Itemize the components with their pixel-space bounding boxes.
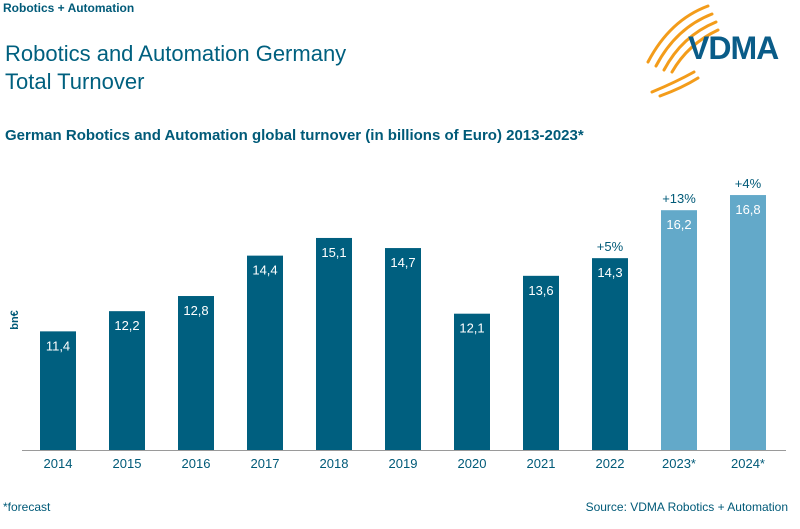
x-tick-label-2018: 2018 <box>320 456 349 471</box>
y-axis-label: bn€ <box>9 310 21 330</box>
growth-label-2023*: +13% <box>662 191 696 206</box>
x-tick-label-2021: 2021 <box>527 456 556 471</box>
value-label-2017: 14,4 <box>252 263 277 278</box>
logo-arcs-icon <box>646 4 720 98</box>
x-tick-label-2019: 2019 <box>389 456 418 471</box>
bar-2023* <box>661 210 697 450</box>
bar-2019 <box>385 248 421 450</box>
value-label-2015: 12,2 <box>114 318 139 333</box>
vdma-logo <box>646 4 720 98</box>
title-line-2: Total Turnover <box>5 69 145 94</box>
growth-label-2022: +5% <box>597 239 624 254</box>
source-note: Source: VDMA Robotics + Automation <box>585 500 788 514</box>
value-label-2020: 12,1 <box>459 321 484 336</box>
title-line-1: Robotics and Automation Germany <box>5 41 347 66</box>
bar-2020 <box>454 313 490 450</box>
bar-2024* <box>730 195 766 450</box>
chart-heading: German Robotics and Automation global tu… <box>5 127 584 144</box>
bar-2021 <box>523 275 559 450</box>
page-title: Robotics and Automation Germany Total Tu… <box>5 40 346 96</box>
logo-text: VDMA <box>688 30 779 66</box>
value-label-2019: 14,7 <box>390 255 415 270</box>
bars-group <box>40 195 766 450</box>
turnover-bar-chart: 11,4 2014 12,2 2015 12,8 2016 14,4 2017 15,1 2018… <box>9 176 786 471</box>
bar-2016 <box>178 296 214 450</box>
x-tick-label-2024*: 2024* <box>731 456 765 471</box>
bar-2022 <box>592 258 628 450</box>
growth-label-2024*: +4% <box>735 176 762 191</box>
x-tick-label-2022: 2022 <box>596 456 625 471</box>
bar-2015 <box>109 311 145 450</box>
x-tick-label-2023*: 2023* <box>662 456 696 471</box>
value-label-2016: 12,8 <box>183 303 208 318</box>
value-label-2021: 13,6 <box>528 283 553 298</box>
bar-2018 <box>316 237 352 450</box>
bar-2017 <box>247 255 283 450</box>
x-tick-label-2020: 2020 <box>458 456 487 471</box>
value-label-2014: 11,4 <box>46 338 70 353</box>
value-label-2022: 14,3 <box>597 265 622 280</box>
x-tick-label-2014: 2014 <box>44 456 73 471</box>
value-label-2023*: 16,2 <box>666 217 691 232</box>
labels-group: 11,4 2014 12,2 2015 12,8 2016 14,4 2017 15,1 2018… <box>44 176 765 471</box>
footnote: *forecast <box>3 500 51 514</box>
header-tag: Robotics + Automation <box>3 1 135 15</box>
bar-2014 <box>40 331 76 450</box>
x-tick-label-2017: 2017 <box>251 456 280 471</box>
value-label-2024*: 16,8 <box>735 202 760 217</box>
x-tick-label-2016: 2016 <box>182 456 211 471</box>
value-label-2018: 15,1 <box>321 245 346 260</box>
x-tick-label-2015: 2015 <box>113 456 142 471</box>
